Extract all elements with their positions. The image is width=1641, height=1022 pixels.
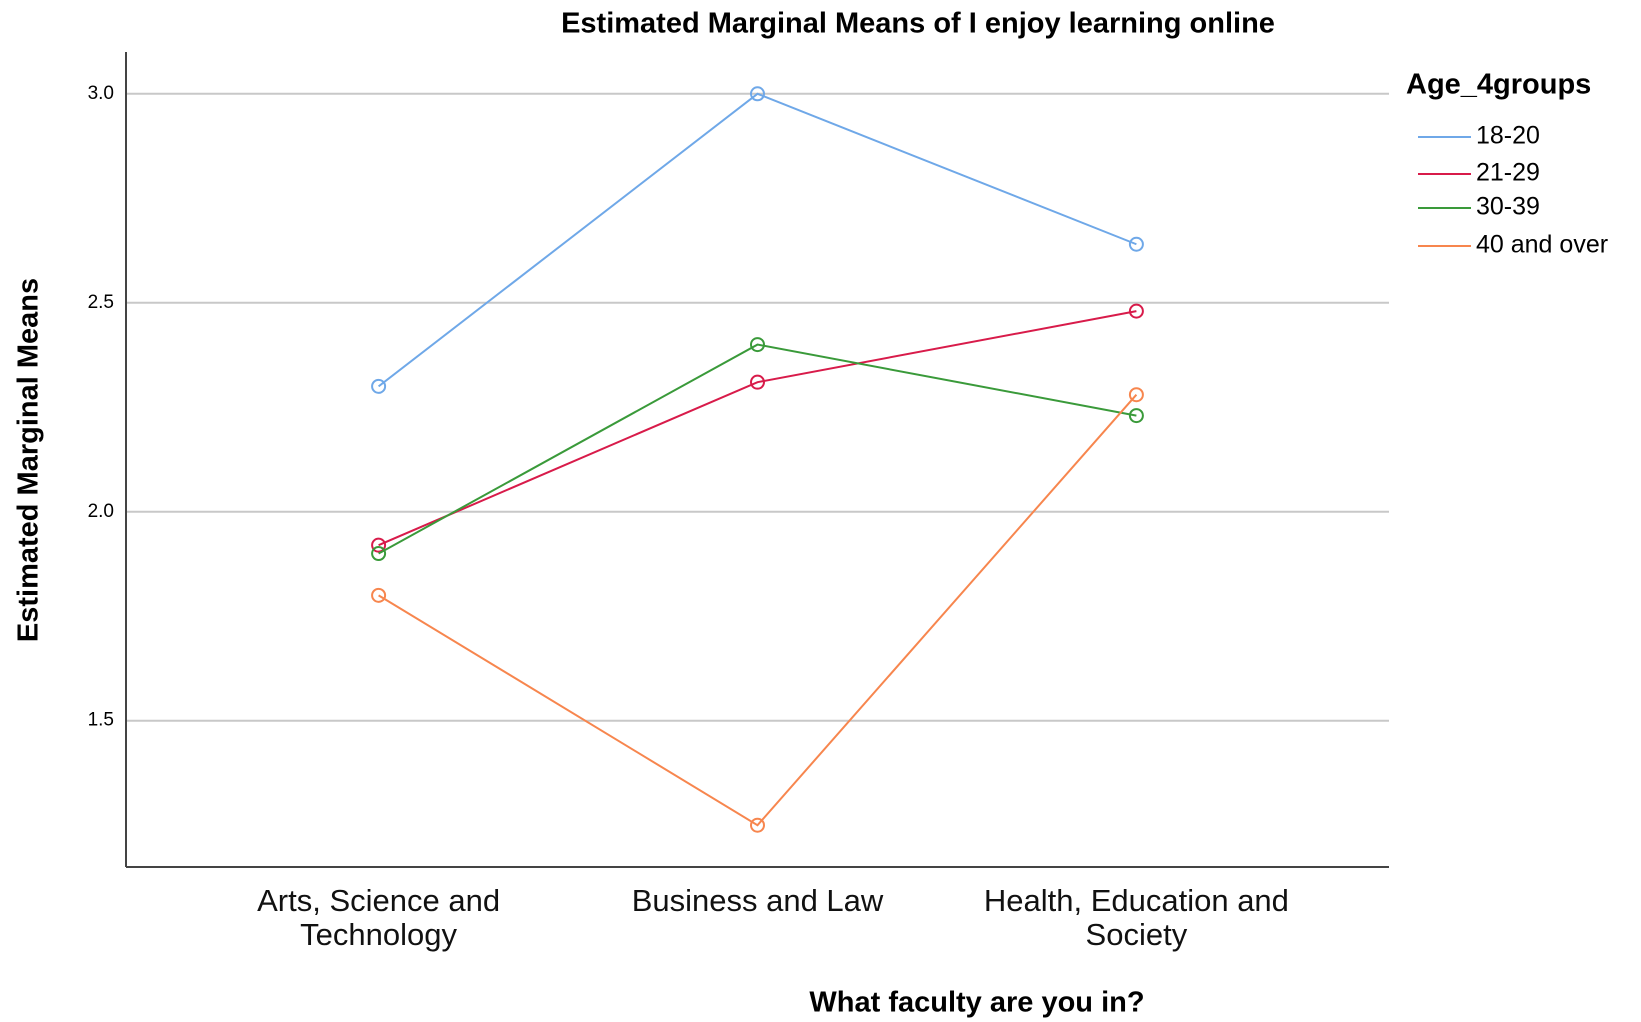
legend-label: 40 and over	[1476, 231, 1608, 259]
point-marker	[750, 86, 765, 102]
x-axis-label: What faculty are you in?	[809, 987, 1144, 1019]
y-tick-label: 2.0	[88, 501, 114, 522]
x-tick-label: Health, Education and Society	[983, 883, 1289, 952]
legend-label: 21-29	[1476, 159, 1540, 187]
series-line	[378, 394, 1138, 827]
y-tick-label: 1.5	[88, 710, 114, 731]
point-marker	[371, 537, 387, 553]
legend-label: 18-20	[1476, 122, 1540, 150]
series-line	[378, 310, 1137, 547]
point-marker	[1128, 303, 1144, 319]
x-tick-label: Arts, Science and Technology	[257, 883, 501, 952]
series-line	[377, 92, 1137, 388]
point-marker	[750, 817, 765, 833]
point-marker	[371, 587, 387, 603]
point-marker	[1128, 408, 1144, 424]
y-axis-label: Estimated Marginal Means	[13, 278, 45, 642]
point-marker	[371, 546, 387, 562]
chart-title: Estimated Marginal Means of I enjoy lear…	[561, 8, 1275, 40]
point-marker	[750, 337, 765, 353]
point-marker	[750, 374, 765, 390]
series-line	[378, 343, 1137, 555]
point-marker	[1128, 236, 1144, 252]
y-tick-label: 2.5	[88, 292, 114, 313]
x-tick-label: Business and Law	[631, 883, 884, 918]
y-tick-label: 3.0	[88, 83, 114, 104]
point-marker	[1128, 387, 1144, 403]
legend-title: Age_4groups	[1406, 69, 1591, 101]
point-marker	[371, 378, 387, 394]
legend-label: 30-39	[1476, 193, 1540, 221]
